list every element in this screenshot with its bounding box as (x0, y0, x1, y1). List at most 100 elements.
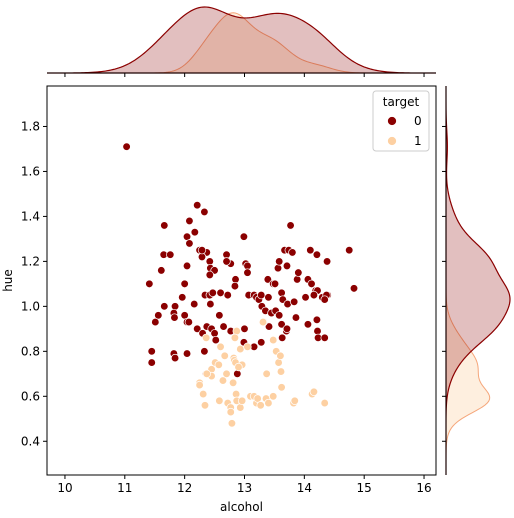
right-marginal-axis (442, 86, 447, 475)
scatter-point-series-0 (257, 338, 266, 347)
x-tick-label: 11 (117, 481, 132, 495)
scatter-point-series-0 (301, 293, 310, 302)
scatter-point-series-0 (312, 315, 322, 325)
scatter-point-series-0 (303, 320, 313, 329)
scatter-point-series-1 (200, 401, 210, 410)
y-axis-ticks: 0.4 0.6 0.8 1.0 1.2 1.4 1.6 1.8 (21, 119, 47, 448)
scatter-point-series-0 (154, 311, 163, 320)
scatter-point-series-0 (208, 288, 217, 298)
scatter-point-series-1 (202, 369, 211, 378)
y-tick-label: 1.4 (21, 209, 40, 223)
scatter-point-series-0 (264, 322, 274, 331)
scatter-point-series-0 (320, 333, 329, 342)
scatter-point-series-1 (274, 358, 283, 367)
scatter-point-series-0 (277, 288, 286, 298)
scatter-point-series-0 (157, 266, 166, 275)
scatter-point-series-1 (320, 398, 329, 408)
scatter-point-series-1 (226, 407, 235, 417)
scatter-point-series-0 (147, 358, 156, 367)
top-kde-series-0 (47, 6, 436, 74)
scatter-points (122, 142, 359, 428)
scatter-point-series-1 (228, 378, 238, 387)
y-tick-label: 0.6 (21, 389, 40, 403)
scatter-point-series-0 (222, 257, 231, 266)
scatter-point-series-0 (185, 239, 194, 248)
scatter-point-series-0 (264, 293, 273, 302)
scatter-point-series-0 (190, 228, 199, 237)
scatter-point-series-0 (275, 257, 284, 266)
scatter-point-series-1 (220, 351, 229, 360)
scatter-point-series-0 (275, 311, 284, 320)
scatter-point-series-0 (243, 268, 252, 277)
scatter-point-series-1 (222, 369, 231, 378)
top-marginal-kde (47, 6, 436, 77)
scatter-point-series-1 (253, 394, 262, 403)
x-tick-label: 12 (177, 481, 192, 495)
scatter-point-series-0 (200, 207, 209, 217)
scatter-point-series-0 (197, 245, 207, 255)
scatter-point-series-0 (206, 299, 215, 309)
scatter-point-series-0 (230, 281, 240, 291)
scatter-point-series-0 (349, 284, 359, 293)
scatter-point-series-1 (243, 342, 252, 351)
scatter-point-series-1 (290, 396, 299, 405)
scatter-point-series-0 (293, 275, 302, 284)
scatter-point-series-0 (160, 302, 169, 311)
scatter-point-series-0 (210, 329, 219, 338)
scatter-point-series-0 (151, 317, 160, 327)
scatter-point-series-0 (215, 311, 224, 320)
scatter-point-series-1 (277, 383, 286, 392)
legend-label: 0 (414, 114, 422, 128)
x-axis-ticks: 10 11 12 13 14 15 16 (57, 475, 432, 495)
scatter-point-series-0 (282, 261, 292, 271)
scatter-point-series-1 (199, 389, 208, 399)
scatter-point-series-0 (170, 302, 180, 311)
scatter-point-series-1 (276, 367, 286, 376)
scatter-point-series-0 (182, 261, 192, 271)
legend-title: target (383, 95, 420, 109)
y-tick-label: 1.0 (21, 299, 40, 313)
y-tick-label: 0.8 (21, 344, 40, 358)
x-tick-label: 14 (297, 481, 312, 495)
legend-label: 1 (414, 134, 422, 148)
scatter-point-series-0 (291, 313, 301, 322)
y-tick-label: 1.6 (21, 164, 40, 178)
scatter-point-series-0 (223, 290, 232, 300)
scatter-point-series-0 (257, 290, 266, 300)
scatter-point-series-1 (236, 403, 245, 412)
legend-box (372, 90, 430, 152)
scatter-point-series-1 (232, 326, 241, 336)
scatter-point-series-0 (190, 299, 199, 309)
legend-entries: 01 (387, 114, 422, 148)
scatter-point-series-0 (312, 250, 322, 259)
scatter-point-series-0 (240, 324, 249, 333)
y-tick-label: 0.4 (21, 434, 40, 448)
scatter-point-series-0 (216, 288, 225, 298)
right-marginal-kde (442, 86, 511, 475)
scatter-point-series-0 (193, 324, 202, 333)
scatter-point-series-0 (145, 279, 154, 289)
scatter-point-series-0 (122, 142, 131, 151)
y-tick-label: 1.2 (21, 254, 40, 268)
scatter-point-series-0 (219, 322, 228, 331)
scatter-point-series-1 (195, 380, 204, 390)
scatter-point-series-1 (262, 369, 271, 378)
scatter-point-series-0 (185, 216, 194, 226)
legend-marker-series-0 (387, 116, 397, 126)
x-axis-label: alcohol (220, 500, 263, 514)
scatter-point-series-0 (309, 290, 319, 300)
scatter-plot-area: 10 11 12 13 14 15 16 0.40.60.81.01.21.41.61.8 … (1, 85, 437, 514)
scatter-point-series-1 (237, 396, 247, 405)
scatter-point-series-1 (236, 344, 245, 354)
x-tick-label: 15 (357, 481, 372, 495)
scatter-point-series-1 (309, 387, 319, 396)
scatter-point-series-0 (170, 313, 179, 322)
scatter-point-series-0 (180, 279, 189, 289)
top-marginal-axis (47, 72, 436, 77)
scatter-point-series-0 (233, 369, 242, 378)
scatter-point-series-1 (218, 376, 228, 385)
scatter-point-series-0 (205, 270, 214, 280)
legend-marker-series-1 (387, 136, 397, 146)
scatter-point-series-0 (178, 293, 187, 302)
scatter-point-series-0 (147, 347, 156, 356)
